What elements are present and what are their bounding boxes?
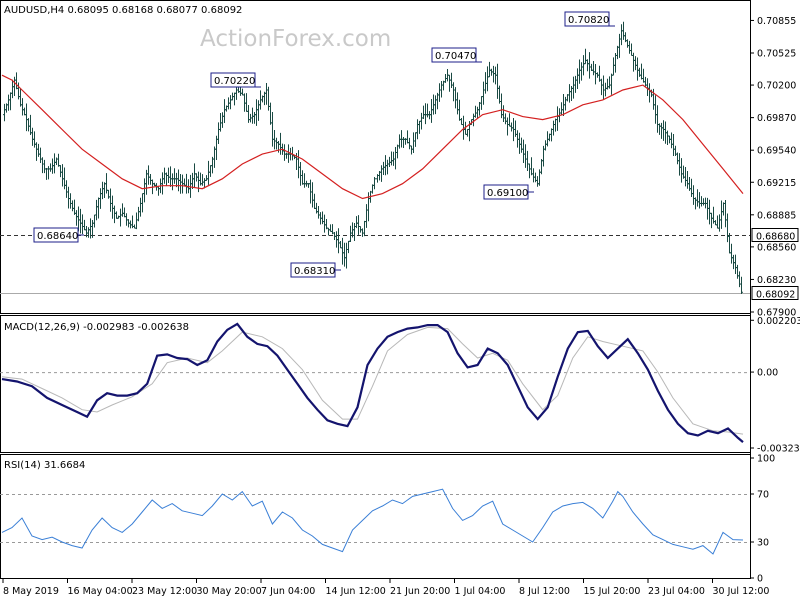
price-panel-frame — [0, 0, 751, 314]
price-annotations: 0.68640 0.68310 0.70220 0.70470 0.69100 0.708… — [33, 11, 615, 278]
rsi-chart — [0, 488, 750, 555]
x-tick-label: 21 Jun 20:00 — [390, 586, 450, 597]
price-tick-label: 0.69540 — [757, 146, 796, 157]
x-tick-label: 15 Jul 20:00 — [584, 586, 641, 597]
x-tick-label: 23 Jul 04:00 — [648, 586, 705, 597]
macd-panel-frame — [0, 315, 751, 453]
rsi-tick-label: 70 — [757, 490, 769, 501]
price-chart: 0.68640 0.68310 0.70220 0.70470 0.69100 0.708… — [0, 11, 750, 294]
moving-average-line — [1, 74, 744, 200]
annotation-text: 0.70820 — [568, 15, 609, 26]
macd-tick-label: -0.00323 — [757, 444, 800, 455]
annotation-text: 0.70470 — [435, 51, 476, 62]
annotation-text: 0.68640 — [37, 231, 78, 242]
annotation-label: 0.70820 — [564, 11, 615, 27]
price-hline-label: 0.68092 — [751, 286, 799, 301]
x-tick-label: 30 Jul 12:00 — [713, 586, 770, 597]
price-tick-label: 0.68230 — [757, 275, 796, 286]
macd-tick-label: 0.00 — [757, 368, 778, 379]
price-tick-label: 0.67900 — [757, 308, 796, 319]
price-tick-label: 0.70855 — [757, 16, 796, 27]
x-tick-label: 8 Jul 12:00 — [519, 586, 570, 597]
axes: 0.68680 0.68092 0.70855 0.70525 0.70200 0.698… — [2, 16, 800, 597]
annotation-label: 0.70220 — [210, 72, 261, 88]
price-header: AUDUSD,H4 0.68095 0.68168 0.68077 0.6809… — [4, 5, 242, 16]
macd-line — [1, 322, 744, 443]
price-hline-label-text: 0.68680 — [756, 232, 795, 243]
x-tick-label: 16 May 04:00 — [68, 586, 133, 597]
rsi-header: RSI(14) 31.6684 — [4, 460, 85, 471]
rsi-tick-label: 0 — [757, 574, 763, 585]
annotation-text: 0.69100 — [487, 188, 528, 199]
watermark-text: ActionForex.com — [200, 26, 391, 52]
annotation-label: 0.68640 — [33, 227, 84, 243]
annotation-label: 0.68310 — [290, 262, 341, 278]
price-tick-label: 0.69870 — [757, 113, 796, 124]
rsi-tick-label: 30 — [757, 538, 769, 549]
macd-tick-label: 0.002203 — [757, 316, 800, 327]
annotation-text: 0.68310 — [294, 266, 335, 277]
x-tick-label: 23 May 12:00 — [132, 586, 197, 597]
x-tick-label: 14 Jun 12:00 — [326, 586, 386, 597]
price-tick-label: 0.70200 — [757, 81, 796, 92]
price-hline-label: 0.68680 — [751, 228, 799, 243]
annotation-label: 0.70470 — [431, 47, 482, 63]
x-tick-label: 7 Jun 04:00 — [261, 586, 315, 597]
price-tick-label: 0.70525 — [757, 49, 796, 60]
rsi-line — [1, 488, 744, 555]
x-tick-label: 8 May 2019 — [3, 586, 59, 597]
annotation-label: 0.69100 — [483, 184, 534, 200]
x-tick-label: 30 May 20:00 — [197, 586, 262, 597]
candle — [740, 276, 743, 294]
annotation-text: 0.70220 — [214, 76, 255, 87]
price-hline-label-text: 0.68092 — [756, 290, 795, 301]
macd-header: MACD(12,26,9) -0.002983 -0.002638 — [4, 322, 189, 333]
rsi-panel-frame — [0, 454, 751, 579]
price-tick-label: 0.69215 — [757, 178, 796, 189]
price-tick-label: 0.68885 — [757, 210, 796, 221]
candle — [373, 177, 376, 190]
x-tick-label: 1 Jul 04:00 — [455, 586, 506, 597]
price-tick-label: 0.68560 — [757, 242, 796, 253]
macd-signal-line — [1, 326, 744, 435]
macd-chart — [0, 322, 750, 443]
rsi-tick-label: 100 — [757, 454, 775, 465]
